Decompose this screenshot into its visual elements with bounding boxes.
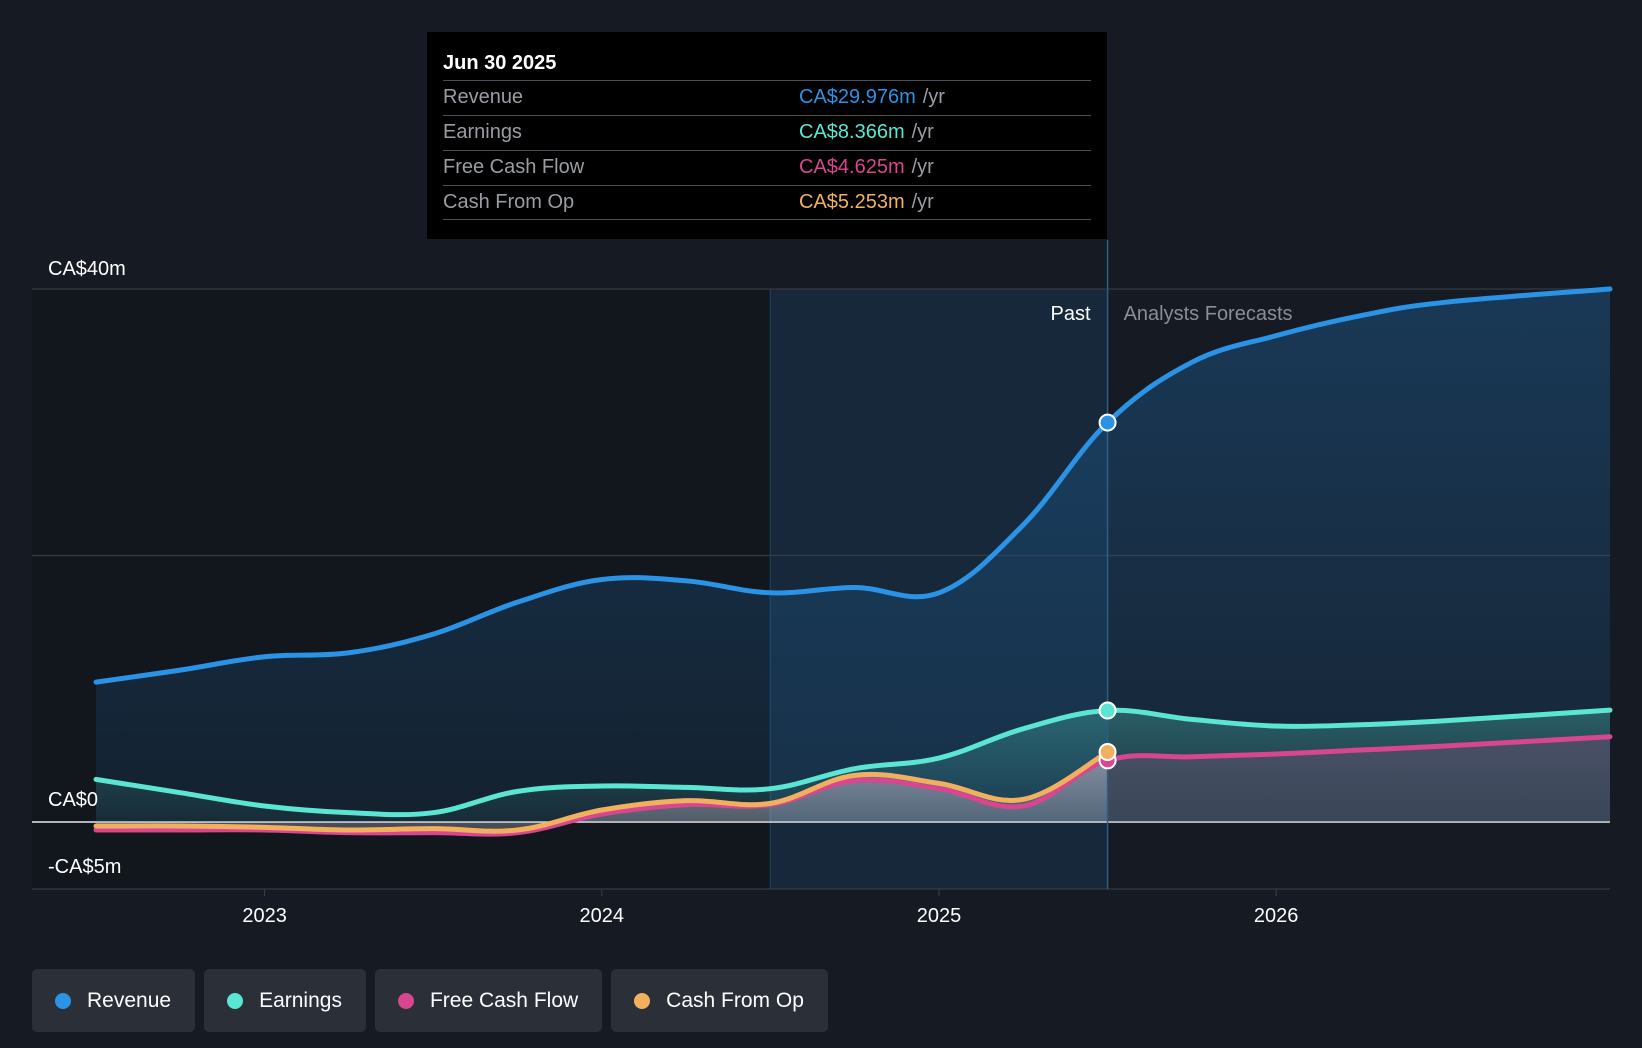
tooltip-row-revenue: Revenue CA$29.976m /yr bbox=[443, 80, 1091, 115]
y-axis-labels: CA$40m CA$0 -CA$5m bbox=[48, 258, 126, 878]
tooltip-date: Jun 30 2025 bbox=[443, 52, 557, 74]
tooltip-unit: /yr bbox=[911, 156, 934, 178]
earnings-marker[interactable] bbox=[1098, 701, 1117, 720]
revenue-area bbox=[96, 289, 1610, 822]
forecast-label: Analysts Forecasts bbox=[1124, 303, 1293, 325]
legend-item-earnings[interactable]: Earnings bbox=[204, 969, 366, 1032]
legend-label: Free Cash Flow bbox=[429, 988, 579, 1012]
legend-item-cash-from-op[interactable]: Cash From Op bbox=[611, 969, 828, 1032]
legend-item-free-cash-flow[interactable]: Free Cash Flow bbox=[374, 969, 603, 1032]
earnings-dot-icon bbox=[227, 992, 244, 1009]
series-areas bbox=[96, 289, 1610, 835]
legend-item-revenue[interactable]: Revenue bbox=[32, 969, 196, 1032]
tooltip-label: Earnings bbox=[443, 121, 522, 143]
x-tick-label: 2024 bbox=[580, 905, 625, 927]
tooltip-row-earnings: Earnings CA$8.366m /yr bbox=[443, 115, 1091, 150]
cash-from-op-marker[interactable] bbox=[1098, 743, 1117, 762]
tooltip-label: Cash From Op bbox=[443, 191, 575, 213]
revenue-marker[interactable] bbox=[1098, 413, 1117, 432]
tooltip-label: Revenue bbox=[443, 86, 524, 108]
x-axis-labels: 2023 2024 2025 2026 bbox=[242, 889, 1298, 927]
x-tick-label: 2023 bbox=[242, 905, 287, 927]
free-cash-flow-line bbox=[93, 734, 1613, 837]
tooltip-value: CA$5.253m bbox=[799, 191, 905, 213]
tooltip: Jun 30 2025 Revenue CA$29.976m /yr Earni… bbox=[427, 32, 1107, 239]
tooltip-value: CA$4.625m bbox=[799, 156, 905, 178]
y-tick-label: CA$0 bbox=[48, 789, 98, 811]
past-label: Past bbox=[1051, 303, 1091, 325]
cash-from-op-dot-icon bbox=[634, 992, 651, 1009]
cash-from-op-area bbox=[96, 752, 1108, 832]
tooltip-unit: /yr bbox=[922, 86, 945, 108]
free-cash-flow-dot-icon bbox=[397, 992, 414, 1009]
revenue-dot-icon bbox=[55, 992, 71, 1009]
tooltip-row-free-cash-flow: Free Cash Flow CA$4.625m /yr bbox=[443, 150, 1091, 185]
y-tick-label: -CA$5m bbox=[48, 856, 121, 878]
legend-label: Revenue bbox=[87, 988, 172, 1012]
legend-label: Earnings bbox=[259, 988, 342, 1012]
tooltip-label: Free Cash Flow bbox=[443, 156, 585, 178]
tooltip-unit: /yr bbox=[911, 191, 934, 213]
tooltip-row-cash-from-op: Cash From Op CA$5.253m /yr bbox=[443, 185, 1091, 220]
tooltip-value: CA$29.976m bbox=[799, 86, 916, 108]
x-tick-label: 2025 bbox=[917, 905, 962, 927]
series-lines bbox=[93, 286, 1613, 837]
x-tick-label: 2026 bbox=[1254, 905, 1299, 927]
tooltip-unit: /yr bbox=[911, 121, 934, 143]
tooltip-value: CA$8.366m bbox=[799, 121, 905, 143]
series-markers[interactable] bbox=[1098, 413, 1117, 770]
earnings-line bbox=[93, 707, 1613, 818]
y-tick-label: CA$40m bbox=[48, 258, 126, 280]
legend-label: Cash From Op bbox=[666, 988, 804, 1012]
legend: Revenue Earnings Free Cash Flow Cash Fro… bbox=[32, 969, 828, 1032]
